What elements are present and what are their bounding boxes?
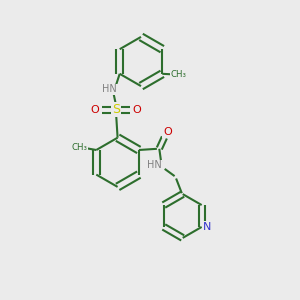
Text: HN: HN — [102, 84, 117, 94]
Text: O: O — [163, 127, 172, 137]
Text: CH₃: CH₃ — [170, 70, 187, 79]
Text: N: N — [203, 222, 211, 232]
Text: CH₃: CH₃ — [71, 143, 88, 152]
Text: O: O — [91, 105, 100, 115]
Text: HN: HN — [146, 160, 161, 170]
Text: O: O — [133, 105, 142, 115]
Text: S: S — [112, 103, 120, 116]
